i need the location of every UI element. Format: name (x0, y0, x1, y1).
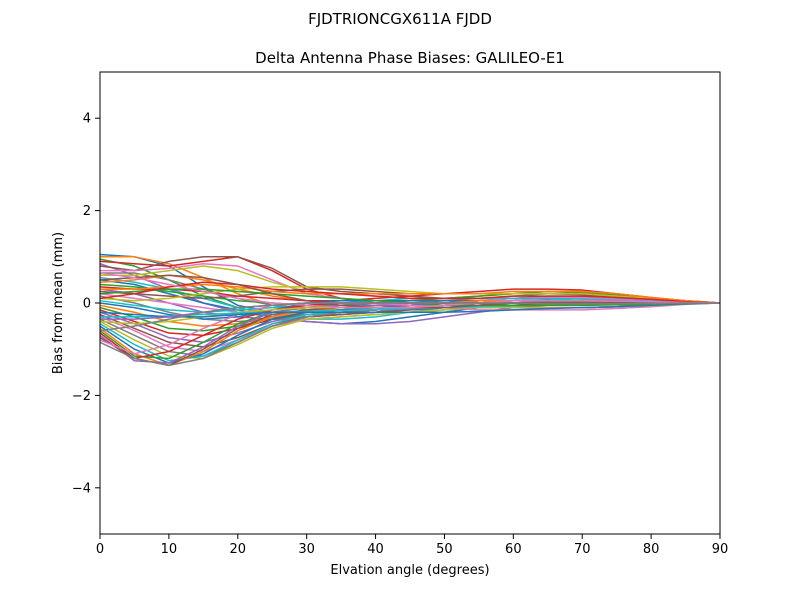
series-line-46 (99, 272, 721, 309)
figure-suptitle: FJDTRIONCGX611A FJDD (308, 10, 492, 28)
y-axis-ticks: −4 −2 0 2 4 (72, 112, 100, 496)
x-tick-label: 90 (712, 542, 729, 557)
x-tick-label: 80 (643, 542, 660, 557)
y-tick-label: −4 (72, 481, 91, 496)
series-line-43 (99, 281, 721, 304)
series-line-36 (99, 302, 721, 355)
x-tick-label: 60 (505, 542, 522, 557)
series-line-40 (99, 302, 721, 318)
x-axis-label: Elvation angle (degrees) (330, 563, 489, 578)
x-tick-label: 0 (96, 542, 104, 557)
series-line-47 (99, 302, 720, 332)
plot-lines (99, 253, 721, 367)
y-tick-label: 2 (83, 204, 91, 219)
y-tick-label: 0 (83, 297, 91, 312)
series-line-41 (100, 283, 721, 304)
x-tick-label: 10 (161, 542, 178, 557)
x-tick-label: 40 (367, 542, 384, 557)
x-axis-ticks: 0 10 20 30 40 50 60 70 80 90 (96, 534, 728, 557)
x-tick-label: 30 (298, 542, 315, 557)
chart-title: Delta Antenna Phase Biases: GALILEO-E1 (255, 49, 565, 67)
x-tick-label: 50 (436, 542, 453, 557)
y-tick-label: 4 (83, 112, 91, 127)
series-line-18 (99, 286, 721, 304)
axes-frame (99, 71, 721, 535)
x-tick-label: 70 (574, 542, 591, 557)
y-tick-label: −2 (72, 389, 91, 404)
y-axis-label: Bias from mean (mm) (51, 232, 66, 374)
x-tick-label: 20 (230, 542, 247, 557)
